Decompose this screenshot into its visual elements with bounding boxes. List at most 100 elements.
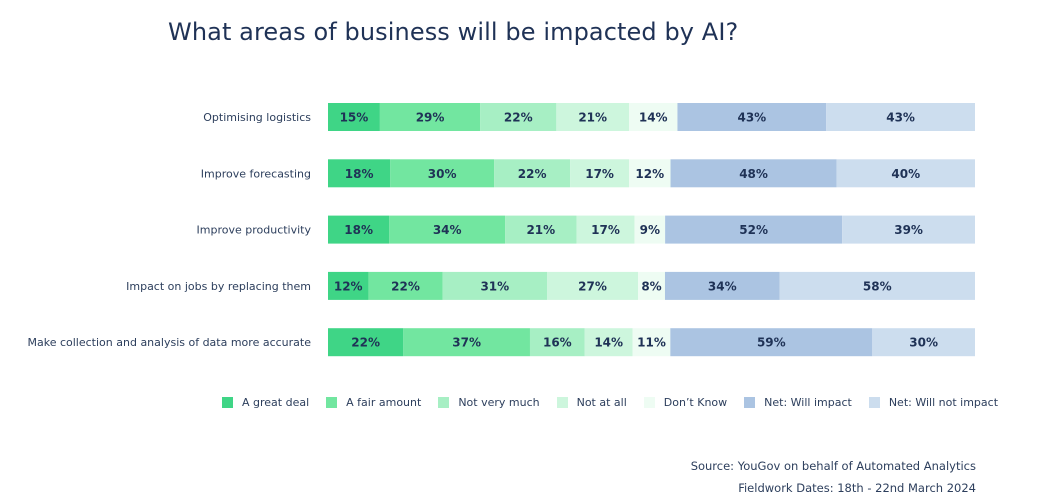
bar-segment xyxy=(634,215,666,244)
legend-item: Net: Will not impact xyxy=(868,396,999,409)
legend-item: Not very much xyxy=(438,396,540,409)
legend-label: Net: Will not impact xyxy=(888,396,999,409)
data-label: 14% xyxy=(594,336,623,350)
bar-segment xyxy=(480,103,557,131)
data-label: 12% xyxy=(334,279,363,293)
bar-segment xyxy=(547,271,639,300)
data-label: 48% xyxy=(739,167,768,181)
legend-label: Not at all xyxy=(576,396,627,409)
bar-segment xyxy=(494,159,571,188)
bar-segment xyxy=(670,328,873,357)
data-label: 31% xyxy=(480,279,509,293)
bar-segment xyxy=(328,328,404,357)
legend-label: Not very much xyxy=(458,396,540,409)
category-label: Optimising logistics xyxy=(203,111,311,124)
bar-segment xyxy=(842,215,975,244)
stacked-bar-chart: Optimising logistics 15% 29% 22% 21% 14% 43% 43… xyxy=(28,103,975,357)
bar-segment xyxy=(665,215,843,244)
data-label: 18% xyxy=(344,223,373,237)
legend-item: A great deal xyxy=(222,396,309,409)
legend-swatch xyxy=(556,397,568,408)
data-label: 58% xyxy=(863,279,892,293)
data-label: 22% xyxy=(351,336,380,350)
legend-swatch xyxy=(643,397,655,408)
bar-segment xyxy=(390,159,495,188)
bar-segment xyxy=(872,328,975,357)
bar-segment xyxy=(389,215,506,244)
bar-segment xyxy=(368,271,443,300)
category-label: Improve forecasting xyxy=(201,167,311,180)
data-label: 29% xyxy=(416,111,445,125)
data-label: 27% xyxy=(578,279,607,293)
bar-segment xyxy=(505,215,577,244)
fieldwork-dates: Fieldwork Dates: 18th - 22nd March 2024 xyxy=(738,481,976,495)
chart-legend: A great deal A fair amount Not very much No… xyxy=(222,396,1015,409)
data-label: 15% xyxy=(340,111,369,125)
legend-item: A fair amount xyxy=(326,396,421,409)
bar-segment xyxy=(403,328,530,357)
legend-swatch xyxy=(222,397,233,408)
data-label: 30% xyxy=(428,167,457,181)
data-label: 59% xyxy=(757,336,786,350)
bar-segment xyxy=(779,271,975,300)
bar-segment xyxy=(826,103,975,131)
data-label: 16% xyxy=(543,336,572,350)
legend-label: A great deal xyxy=(242,396,310,409)
data-label: 17% xyxy=(591,223,620,237)
legend-swatch xyxy=(326,397,338,408)
bar-segment xyxy=(328,159,391,188)
legend-label: Don’t Know xyxy=(663,396,728,409)
legend-item: Don’t Know xyxy=(643,396,728,409)
bar-segment xyxy=(379,103,481,131)
bar-segment xyxy=(328,215,390,244)
data-label: 52% xyxy=(739,223,768,237)
bar-segment xyxy=(677,103,827,131)
source-note: Source: YouGov on behalf of Automated An… xyxy=(691,455,976,499)
category-label: Improve productivity xyxy=(197,224,312,237)
data-label: 17% xyxy=(585,167,614,181)
legend-swatch xyxy=(438,397,450,408)
bar-segment xyxy=(442,271,548,300)
category-label: Impact on jobs by replacing them xyxy=(126,280,311,293)
bar-segment xyxy=(632,328,671,357)
data-label: 22% xyxy=(504,111,533,125)
data-label: 30% xyxy=(909,336,938,350)
data-label: 9% xyxy=(640,223,660,237)
data-label: 18% xyxy=(345,167,374,181)
category-label: Make collection and analysis of data mor… xyxy=(28,336,312,349)
data-label: 37% xyxy=(452,336,481,350)
data-label: 14% xyxy=(639,111,668,125)
legend-item: Not at all xyxy=(556,396,627,409)
legend-label: A fair amount xyxy=(346,396,422,409)
data-label: 21% xyxy=(578,111,607,125)
bar-segment xyxy=(576,215,635,244)
bar-segment xyxy=(629,103,678,131)
data-label: 22% xyxy=(518,167,547,181)
data-label: 40% xyxy=(891,167,920,181)
data-label: 12% xyxy=(635,167,664,181)
bar-segment xyxy=(328,103,380,131)
data-label: 43% xyxy=(737,111,766,125)
bar-segment xyxy=(570,159,630,188)
data-label: 34% xyxy=(708,279,737,293)
legend-swatch xyxy=(868,397,880,408)
bar-segment xyxy=(638,271,665,300)
data-label: 43% xyxy=(886,111,915,125)
legend-item: Net: Will impact xyxy=(744,396,852,409)
data-label: 34% xyxy=(433,223,462,237)
bar-segment xyxy=(836,159,975,188)
data-label: 11% xyxy=(637,336,666,350)
bar-segment xyxy=(328,271,369,300)
legend-label: Net: Will impact xyxy=(764,396,852,409)
bar-segment xyxy=(670,159,837,188)
data-label: 21% xyxy=(526,223,555,237)
bar-segment xyxy=(664,271,780,300)
bar-segment xyxy=(556,103,630,131)
bar-segment xyxy=(629,159,671,188)
data-label: 39% xyxy=(894,223,923,237)
data-label: 22% xyxy=(391,279,420,293)
bar-segment xyxy=(529,328,585,357)
source-line: Source: YouGov on behalf of Automated An… xyxy=(690,459,976,473)
bar-segment xyxy=(584,328,633,357)
legend-swatch xyxy=(744,397,756,408)
